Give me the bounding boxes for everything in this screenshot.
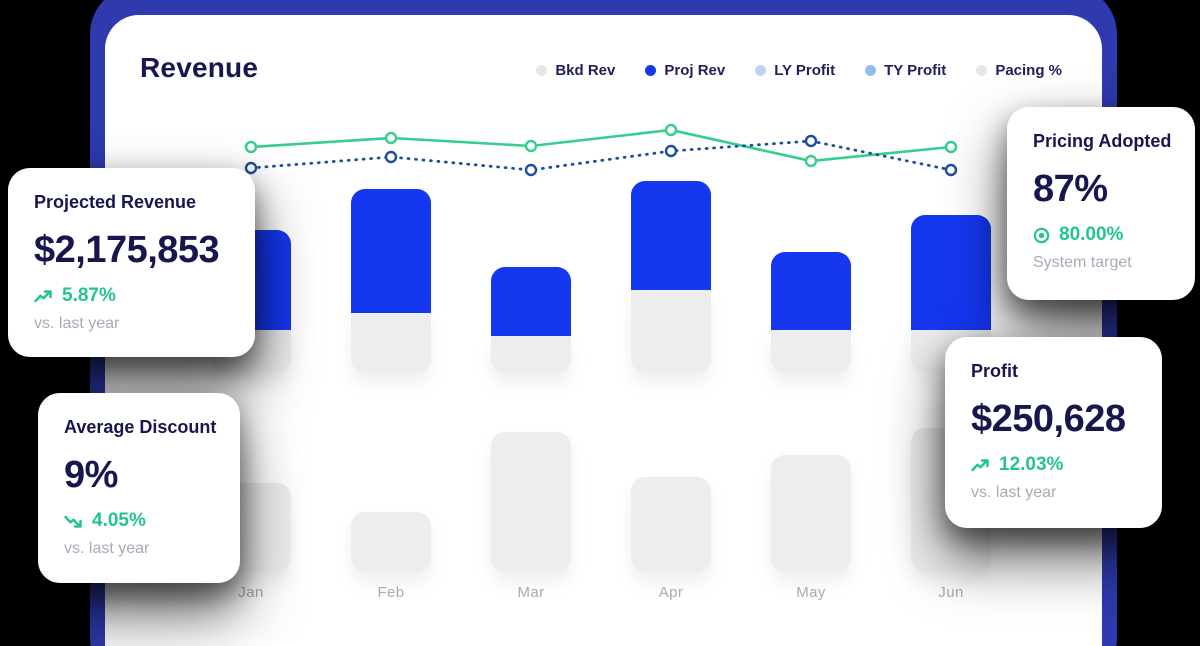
legend-label: Bkd Rev [555, 62, 616, 79]
average-discount-card: Average Discount 9% 4.05% vs. last year [38, 393, 240, 583]
legend-item-ty-profit[interactable]: TY Profit [865, 62, 946, 79]
card-value: $250,628 [971, 398, 1126, 440]
ly-profit-point-feb[interactable] [384, 150, 398, 164]
card-note: vs. last year [64, 540, 150, 557]
card-note: System target [1033, 254, 1132, 271]
card-delta: 5.87% [34, 285, 229, 307]
legend-item-pacing[interactable]: Pacing % [976, 62, 1062, 79]
trend-up-icon [34, 289, 53, 304]
ly-profit-legend-dot-icon [755, 65, 767, 76]
card-delta: 4.05% [64, 510, 214, 532]
delta-value: 12.03% [999, 454, 1064, 475]
trend-down-icon [64, 514, 83, 529]
ty-profit-point-jan[interactable] [244, 140, 258, 154]
pacing-bar-apr[interactable] [631, 477, 711, 572]
bkd-rev-bar-may[interactable] [771, 330, 851, 373]
card-note: vs. last year [34, 315, 120, 332]
bkd-rev-bar-apr[interactable] [631, 290, 711, 373]
ly-profit-point-may[interactable] [804, 134, 818, 148]
ty-profit-point-mar[interactable] [524, 139, 538, 153]
month-label-jan: Jan [238, 584, 264, 601]
ly-profit-point-mar[interactable] [524, 163, 538, 177]
pacing-bar-mar[interactable] [491, 432, 571, 572]
legend-label: Proj Rev [664, 62, 726, 79]
proj-rev-bar-jun[interactable] [911, 215, 991, 330]
pacing-bar-may[interactable] [771, 455, 851, 572]
month-label-feb: Feb [377, 584, 405, 601]
ly-profit-point-jan[interactable] [244, 161, 258, 175]
legend-label: Pacing % [995, 62, 1062, 79]
ty-profit-legend-dot-icon [865, 65, 877, 76]
proj-rev-bar-mar[interactable] [491, 267, 571, 336]
delta-value: 4.05% [92, 510, 146, 531]
month-label-jun: Jun [938, 584, 964, 601]
card-title: Pricing Adopted [1033, 131, 1172, 151]
card-title: Profit [971, 361, 1018, 381]
legend-label: TY Profit [884, 62, 947, 79]
proj-rev-bar-feb[interactable] [351, 189, 431, 313]
bkd-rev-legend-dot-icon [536, 65, 548, 76]
legend-item-proj-rev[interactable]: Proj Rev [645, 62, 725, 79]
bkd-rev-bar-mar[interactable] [491, 336, 571, 373]
delta-value: 5.87% [62, 285, 116, 306]
bkd-rev-bar-feb[interactable] [351, 313, 431, 373]
pacing-bar-feb[interactable] [351, 512, 431, 572]
ty-profit-point-feb[interactable] [384, 131, 398, 145]
proj-rev-legend-dot-icon [645, 65, 657, 76]
ly-profit-point-jun[interactable] [944, 163, 958, 177]
pacing-legend-dot-icon [976, 65, 988, 76]
ly-profit-point-apr[interactable] [664, 144, 678, 158]
profit-card: Profit $250,628 12.03% vs. last year [945, 337, 1162, 528]
card-delta: 80.00% [1033, 224, 1177, 246]
trend-up-icon [971, 458, 990, 473]
month-label-mar: Mar [517, 584, 545, 601]
ty-profit-point-jun[interactable] [944, 140, 958, 154]
month-label-may: May [796, 584, 826, 601]
card-note: vs. last year [971, 484, 1057, 501]
card-title: Projected Revenue [34, 192, 197, 212]
ty-profit-point-may[interactable] [804, 154, 818, 168]
legend: Bkd Rev Proj Rev LY Profit TY Profit Pacing … [536, 62, 1062, 79]
card-value: $2,175,853 [34, 229, 220, 271]
projected-revenue-card: Projected Revenue $2,175,853 5.87% vs. l… [8, 168, 255, 357]
target-icon [1033, 227, 1050, 244]
card-delta: 12.03% [971, 454, 1136, 476]
legend-item-ly-profit[interactable]: LY Profit [755, 62, 835, 79]
proj-rev-bar-may[interactable] [771, 252, 851, 330]
card-title: Average Discount [64, 417, 217, 437]
month-label-apr: Apr [658, 584, 684, 601]
pricing-adopted-card: Pricing Adopted 87% 80.00% System target [1007, 107, 1195, 300]
delta-value: 80.00% [1059, 224, 1124, 245]
ty-profit-point-apr[interactable] [664, 123, 678, 137]
card-value: 87% [1033, 168, 1108, 210]
card-value: 9% [64, 454, 118, 496]
page-title: Revenue [140, 52, 259, 83]
legend-item-bkd-rev[interactable]: Bkd Rev [536, 62, 615, 79]
proj-rev-bar-apr[interactable] [631, 181, 711, 290]
legend-label: LY Profit [774, 62, 836, 79]
